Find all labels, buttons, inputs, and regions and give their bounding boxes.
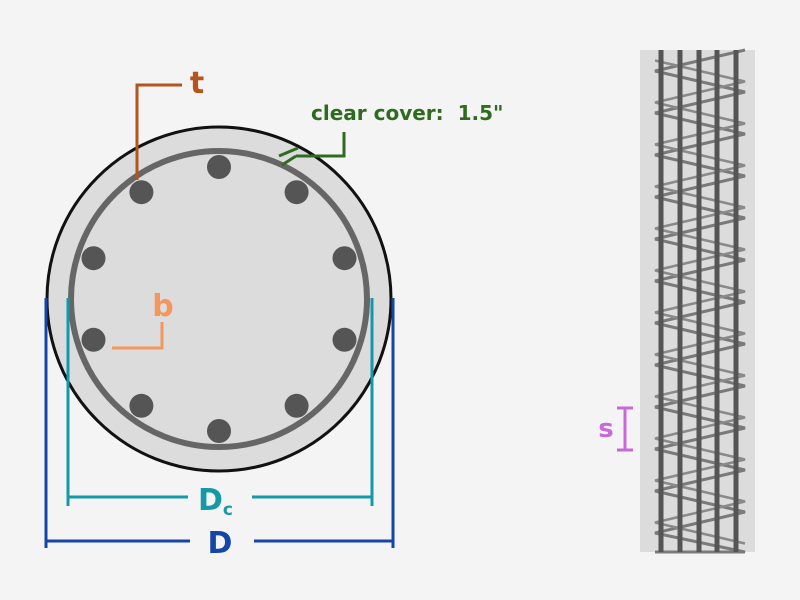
longitudinal-bar	[332, 246, 357, 271]
tie-thickness-label: t	[190, 66, 204, 101]
core-diameter-label: Dc	[198, 483, 233, 520]
spacing-callout: s	[598, 406, 633, 452]
longitudinal-bar	[284, 393, 309, 418]
longitudinal-bar	[81, 327, 106, 352]
spiral-tie	[68, 148, 370, 450]
cover-tick-1	[278, 146, 299, 158]
overall-diameter-label: D	[208, 526, 233, 561]
overall-diameter-dimension: D	[44, 298, 395, 561]
clear-cover-callout: clear cover: 1.5"	[278, 101, 503, 167]
bar-leader-line	[112, 322, 164, 350]
longitudinal-bar	[207, 155, 231, 179]
longitudinal-bar	[129, 180, 154, 205]
spacing-label: s	[598, 414, 613, 444]
bar-diameter-callout: b	[112, 289, 174, 350]
core-diameter-main: D	[198, 483, 223, 518]
column-elevation	[640, 48, 755, 554]
longitudinal-bar	[207, 419, 231, 443]
core-diameter-subscript: c	[223, 500, 233, 520]
longitudinal-bar	[284, 180, 309, 205]
longitudinal-bar	[129, 393, 154, 418]
longitudinal-bar	[81, 246, 106, 271]
core-diameter-dimension: Dc	[66, 298, 374, 520]
cover-tick-2	[281, 154, 297, 167]
longitudinal-bar	[332, 327, 357, 352]
cover-leader-line	[296, 132, 346, 158]
cross-section	[45, 125, 393, 473]
elevation-longitudinal-bars	[658, 50, 739, 552]
bar-diameter-label: b	[152, 289, 173, 324]
clear-cover-label: clear cover: 1.5"	[311, 101, 503, 125]
longitudinal-bars	[81, 155, 357, 443]
tie-leader-line	[135, 83, 182, 180]
tie-thickness-callout: t	[135, 66, 204, 180]
